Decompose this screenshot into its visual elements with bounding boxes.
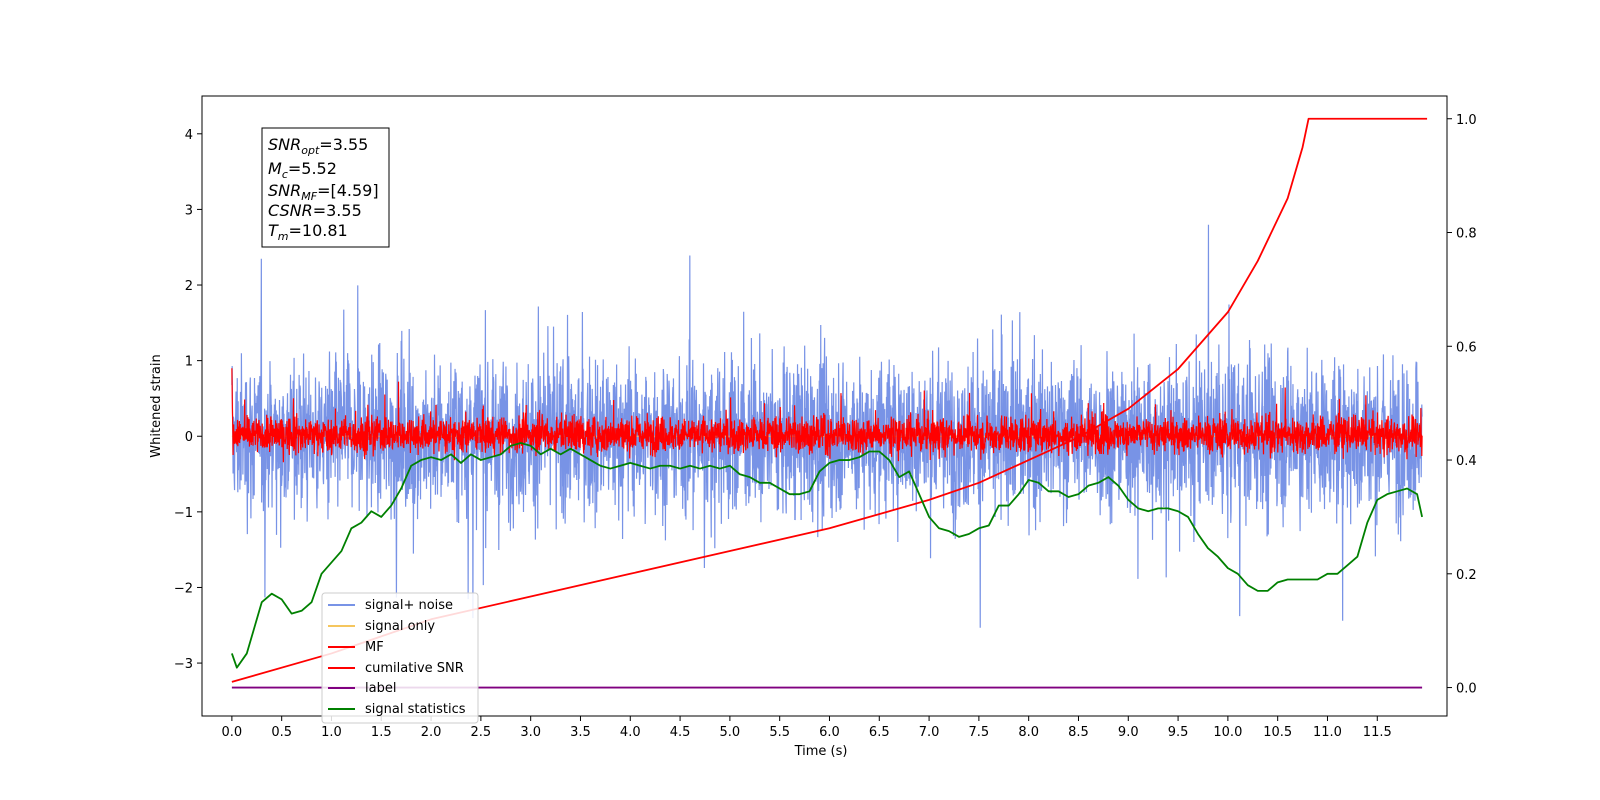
x-tick-label: 5.5 [769, 725, 790, 740]
info-line-tm: Tm=10.81 [268, 221, 348, 243]
x-tick-label: 10.5 [1263, 725, 1292, 740]
y-right-tick-label: 0.4 [1456, 454, 1477, 469]
y-left-tick-label: −3 [174, 657, 193, 672]
x-tick-label: 2.0 [421, 725, 442, 740]
legend-label-signal-only: signal only [365, 619, 435, 634]
info-line-snr-opt: SNRopt=3.55 [268, 135, 368, 157]
info-box-frame [261, 127, 390, 248]
info-line-snr-mf: SNRMF=[4.59] [268, 181, 379, 203]
y-right-axis: 1.0 0.8 0.6 0.4 0.2 0.0 [1447, 113, 1477, 697]
x-tick-label: 8.0 [1018, 725, 1039, 740]
info-line-csnr: CSNR=3.55 [268, 201, 362, 220]
x-tick-label: 6.0 [819, 725, 840, 740]
legend-label-signal-noise: signal+ noise [365, 598, 453, 613]
plot-frame [201, 95, 1448, 717]
legend-label-mf: MF [365, 640, 384, 655]
y-right-tick-label: 0.2 [1456, 568, 1477, 583]
y-right-tick-label: 0.6 [1456, 340, 1477, 355]
y-left-tick-label: 1 [185, 355, 193, 370]
y-right-tick-label: 0.8 [1456, 227, 1477, 242]
mf-series [231, 368, 1423, 463]
x-tick-label: 0.5 [271, 725, 292, 740]
x-axis: 0.0 0.5 1.0 1.5 2.0 2.5 3.0 3.5 4.0 4.5 5.0 5.5 6.0 6… [222, 716, 1392, 740]
legend-label-label: label [365, 681, 396, 696]
x-tick-label: 8.5 [1068, 725, 1089, 740]
cumulative-snr-line [231, 117, 1428, 683]
info-line-mc: Mc=5.52 [268, 159, 337, 181]
info-box: SNRopt=3.55 Mc=5.52 SNRMF=[4.59] CSNR=3.… [261, 127, 390, 248]
x-tick-label: 1.0 [321, 725, 342, 740]
y-axis-label: Whitened strain [149, 354, 164, 457]
y-left-axis: 4 3 2 1 0 −1 −2 −3 [174, 128, 202, 672]
x-tick-label: 2.5 [471, 725, 492, 740]
x-tick-label: 0.0 [222, 725, 243, 740]
x-tick-label: 7.5 [969, 725, 990, 740]
legend-frame [321, 592, 479, 724]
legend-label-cumulative-snr: cumilative SNR [365, 661, 464, 676]
y-left-tick-label: 0 [185, 430, 193, 445]
legend: signal+ noise signal only MF cumilative … [321, 592, 479, 724]
y-right-tick-label: 1.0 [1456, 113, 1477, 128]
y-left-tick-label: 4 [185, 128, 193, 143]
x-tick-label: 10.0 [1213, 725, 1242, 740]
y-left-tick-label: 2 [185, 279, 193, 294]
y-left-tick-label: −1 [174, 506, 193, 521]
x-tick-label: 4.0 [620, 725, 641, 740]
x-tick-label: 3.0 [520, 725, 541, 740]
y-left-tick-label: 3 [185, 203, 193, 218]
x-tick-label: 7.0 [919, 725, 940, 740]
y-left-tick-label: −2 [174, 581, 193, 596]
x-tick-label: 11.0 [1313, 725, 1342, 740]
x-tick-label: 11.5 [1363, 725, 1392, 740]
x-tick-label: 6.5 [869, 725, 890, 740]
x-tick-label: 9.5 [1168, 725, 1189, 740]
x-axis-label: Time (s) [794, 744, 848, 759]
x-tick-label: 9.0 [1118, 725, 1139, 740]
signal-statistics-line [231, 442, 1423, 669]
x-tick-label: 4.5 [670, 725, 691, 740]
x-tick-label: 5.0 [720, 725, 741, 740]
legend-label-signal-statistics: signal statistics [365, 702, 466, 717]
x-tick-label: 1.5 [371, 725, 392, 740]
mf-line [231, 368, 1423, 463]
x-tick-label: 3.5 [570, 725, 591, 740]
y-right-tick-label: 0.0 [1456, 682, 1477, 697]
